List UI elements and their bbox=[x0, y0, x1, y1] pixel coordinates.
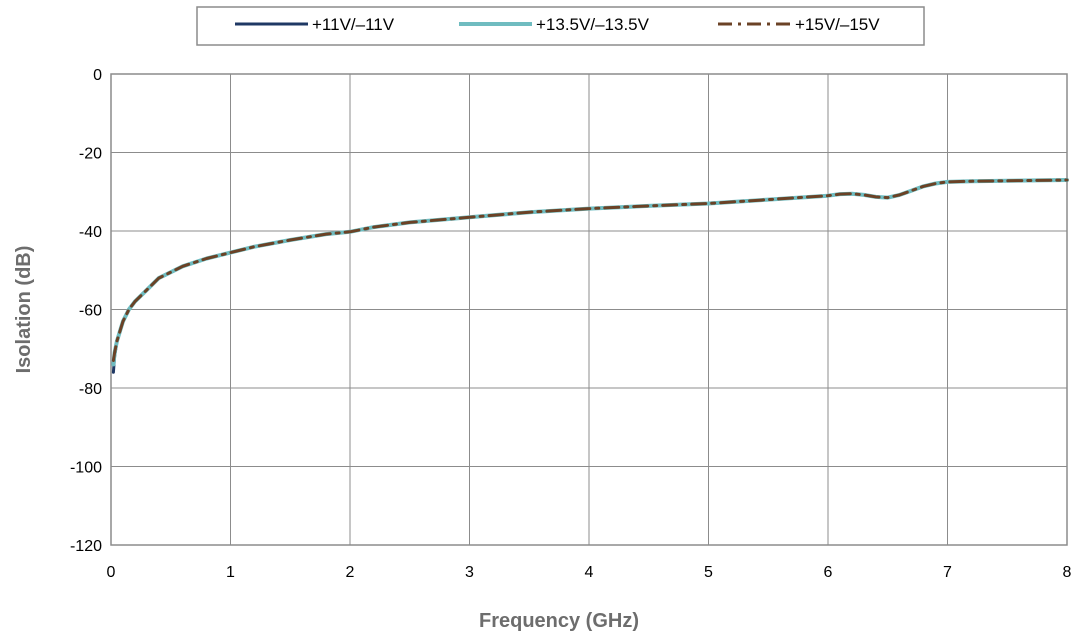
y-tick-label: -60 bbox=[79, 303, 102, 320]
x-tick-label: 7 bbox=[943, 564, 952, 581]
series-line-3 bbox=[111, 178, 1069, 362]
y-tick-label: -40 bbox=[79, 224, 102, 241]
legend-label-2: +13.5V/–13.5V bbox=[536, 15, 650, 34]
y-axis-ticks: 0 -20 -40 -60 -80 -100 -120 bbox=[70, 67, 102, 555]
x-axis-ticks: 0 1 2 3 4 5 6 7 8 bbox=[107, 564, 1072, 581]
y-tick-label: -20 bbox=[79, 146, 102, 163]
x-tick-label: 0 bbox=[107, 564, 116, 581]
x-tick-label: 3 bbox=[465, 564, 474, 581]
y-tick-label: 0 bbox=[93, 67, 102, 84]
legend-label-1: +11V/–11V bbox=[312, 15, 395, 34]
legend-label-3: +15V/–15V bbox=[795, 15, 880, 34]
x-tick-label: 1 bbox=[226, 564, 235, 581]
series-layer bbox=[111, 178, 1069, 374]
x-tick-label: 6 bbox=[824, 564, 833, 581]
x-axis-title: Frequency (GHz) bbox=[479, 610, 639, 632]
legend-box bbox=[196, 6, 925, 46]
x-tick-label: 4 bbox=[585, 564, 594, 581]
legend: +11V/–11V +13.5V/–13.5V +15V/–15V bbox=[196, 6, 925, 46]
x-tick-label: 8 bbox=[1063, 564, 1072, 581]
y-tick-label: -80 bbox=[79, 381, 102, 398]
plot-area bbox=[110, 73, 1068, 546]
y-tick-label: -120 bbox=[70, 538, 102, 555]
x-tick-label: 5 bbox=[704, 564, 713, 581]
x-tick-label: 2 bbox=[346, 564, 355, 581]
gridlines bbox=[111, 74, 1067, 545]
y-tick-label: -100 bbox=[70, 460, 102, 477]
y-axis-title: Isolation (dB) bbox=[13, 246, 35, 374]
